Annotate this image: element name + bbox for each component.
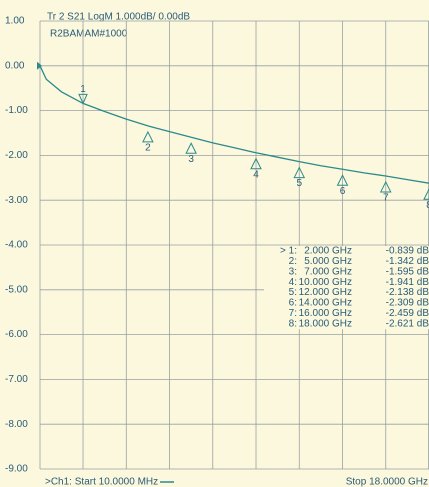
table-bg bbox=[264, 256, 429, 267]
marker-x: 12.000 GHz bbox=[299, 287, 352, 298]
chart-subtitle: R2BAMAM#1000 bbox=[50, 29, 128, 40]
marker-row-label: 4: bbox=[289, 277, 297, 288]
marker-value: -2.459 dB bbox=[386, 308, 429, 319]
marker-value: -1.595 dB bbox=[386, 266, 429, 277]
y-tick-label: 0.00 bbox=[5, 60, 25, 71]
marker-label: 2 bbox=[145, 143, 151, 154]
y-tick-label: -2.00 bbox=[5, 150, 28, 161]
marker-row-label: 8: bbox=[289, 318, 297, 329]
table-bg bbox=[264, 308, 429, 319]
marker-label: 6 bbox=[340, 186, 346, 197]
marker-triangle bbox=[336, 174, 349, 186]
marker-triangle bbox=[78, 93, 88, 105]
marker-row-label: 2: bbox=[289, 256, 297, 267]
trace bbox=[39, 65, 429, 184]
marker-label: 8 bbox=[426, 200, 429, 211]
reference-pointer bbox=[37, 61, 42, 70]
marker-label: 5 bbox=[296, 178, 302, 189]
marker-row-label: 3: bbox=[289, 266, 297, 277]
marker-x: 18.000 GHz bbox=[299, 318, 352, 329]
marker-triangle bbox=[379, 180, 392, 193]
marker-label: 3 bbox=[188, 154, 194, 165]
y-tick-label: -4.00 bbox=[5, 240, 28, 251]
marker-label: 7 bbox=[383, 193, 389, 204]
marker-value: -2.138 dB bbox=[386, 287, 429, 298]
marker-value: -0.839 dB bbox=[386, 246, 429, 257]
marker-triangle bbox=[293, 166, 306, 179]
marker-x: 16.000 GHz bbox=[299, 308, 352, 319]
table-bg bbox=[264, 298, 429, 309]
start-label: >Ch1: Start 10.0000 MHz bbox=[45, 477, 158, 487]
marker-triangle bbox=[142, 130, 154, 143]
marker-row-label: 5: bbox=[289, 287, 297, 298]
marker-row-label: 6: bbox=[289, 298, 297, 309]
y-tick-label: -7.00 bbox=[5, 374, 28, 385]
marker-x: 14.000 GHz bbox=[299, 298, 352, 309]
y-tick-label: -8.00 bbox=[5, 419, 28, 430]
marker-label: 4 bbox=[253, 169, 259, 180]
marker-value: -1.941 dB bbox=[386, 277, 429, 288]
y-tick-label: -1.00 bbox=[5, 105, 28, 116]
marker-x: 10.000 GHz bbox=[299, 277, 352, 288]
marker-x: 2.000 GHz bbox=[304, 246, 352, 257]
y-tick-label: -9.00 bbox=[5, 464, 28, 475]
chart-title: Tr 2 S21 LogM 1.000dB/ 0.00dB bbox=[47, 12, 190, 23]
y-tick-label: 1.00 bbox=[5, 16, 25, 27]
marker-value: -1.342 dB bbox=[386, 256, 429, 267]
marker-triangle bbox=[250, 157, 262, 170]
marker-label: 1 bbox=[80, 84, 86, 95]
marker-triangle bbox=[423, 188, 429, 200]
table-bg bbox=[264, 266, 429, 278]
marker-value: -2.309 dB bbox=[386, 298, 429, 309]
marker-value: -2.621 dB bbox=[386, 318, 429, 329]
table-bg bbox=[264, 246, 429, 257]
marker-triangle bbox=[185, 142, 197, 154]
y-tick-label: -3.00 bbox=[5, 195, 28, 206]
marker-row-label: > 1: bbox=[280, 246, 297, 257]
table-bg bbox=[264, 287, 429, 298]
y-tick-label: -6.00 bbox=[5, 329, 28, 340]
marker-x: 7.000 GHz bbox=[304, 266, 352, 277]
y-tick-label: -5.00 bbox=[5, 284, 28, 295]
marker-row-label: 7: bbox=[289, 308, 297, 319]
stop-label: Stop 18.0000 GHz bbox=[346, 477, 428, 487]
table-bg bbox=[264, 277, 429, 288]
marker-x: 5.000 GHz bbox=[304, 256, 352, 267]
table-bg bbox=[264, 318, 429, 330]
